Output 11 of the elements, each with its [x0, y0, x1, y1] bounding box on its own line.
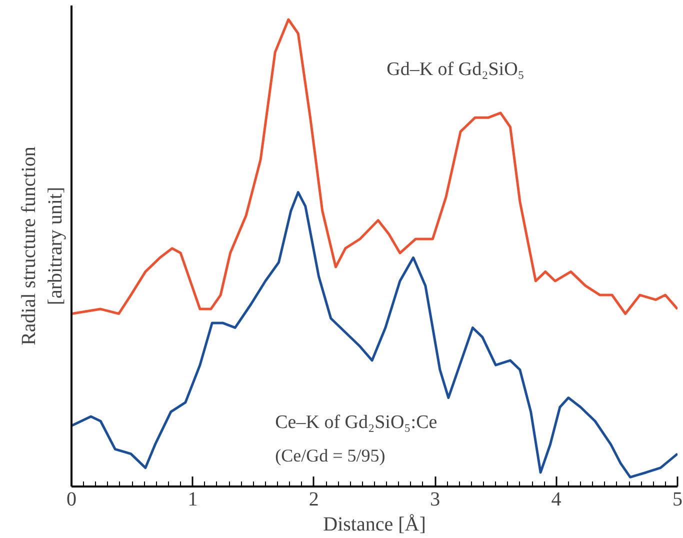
x-tick-label: 3: [430, 488, 440, 510]
x-tick-label: 2: [308, 488, 319, 510]
x-tick-label: 0: [66, 488, 76, 510]
annotation: (Ce/Gd = 5/95): [275, 445, 386, 466]
text: Gd–K of Gd₂SiO₅: [386, 59, 524, 80]
series-label: Ce–K of Gd₂SiO₅:Ce: [275, 412, 438, 433]
x-tick-label: 4: [551, 488, 562, 510]
x-axis-title: Distance [Å]: [323, 514, 426, 536]
x-tick-label: 1: [188, 488, 198, 510]
y-axis-title: Radial structure function [arbitrary unit]: [18, 146, 66, 346]
x-tick-label: 5: [672, 488, 682, 510]
